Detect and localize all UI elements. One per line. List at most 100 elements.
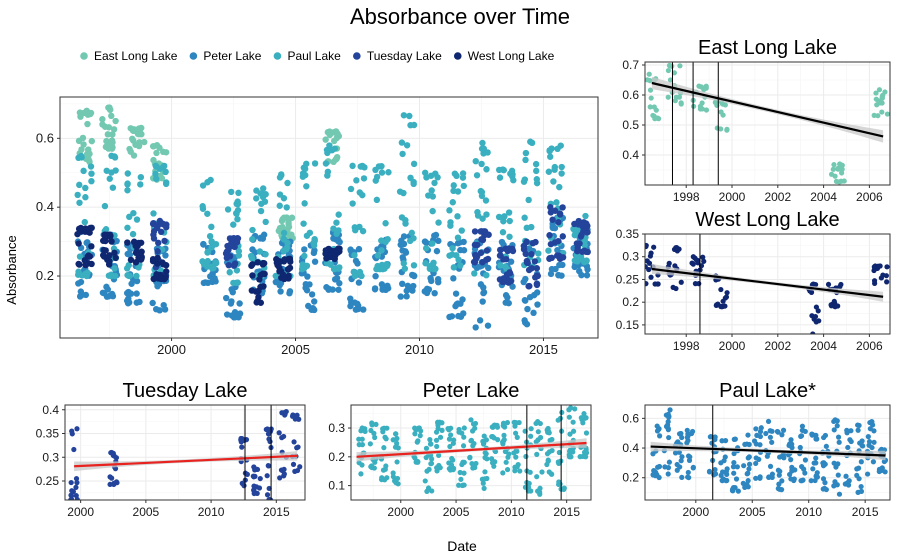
data-point	[765, 418, 772, 425]
data-point	[666, 260, 672, 266]
data-point	[570, 428, 577, 434]
data-point	[433, 429, 440, 435]
data-point	[130, 137, 137, 144]
x-tick-label: 2002	[764, 339, 791, 353]
data-point	[471, 270, 478, 277]
data-point	[666, 62, 673, 69]
data-point	[333, 155, 340, 162]
data-point	[153, 149, 160, 157]
data-point	[583, 430, 590, 436]
data-point	[286, 255, 294, 263]
data-point	[454, 300, 461, 307]
data-point	[157, 275, 165, 283]
data-point	[506, 451, 512, 457]
data-point	[210, 264, 217, 272]
data-point	[359, 442, 366, 448]
data-point	[753, 460, 759, 467]
panel-main: 2000 2005 2010 2015 0.2 0.4 0.6	[36, 96, 599, 357]
x-tick-label: 2000	[682, 505, 709, 519]
data-point	[428, 460, 435, 467]
data-point	[584, 229, 591, 236]
data-point	[813, 455, 819, 461]
y-tick-label: 0.3	[42, 450, 59, 464]
data-point	[285, 220, 292, 228]
data-point	[233, 279, 240, 287]
data-point	[500, 470, 506, 476]
data-point	[690, 465, 696, 471]
data-point	[651, 244, 657, 250]
data-point	[873, 96, 879, 102]
data-point	[448, 251, 456, 258]
data-point	[354, 260, 361, 267]
data-point	[751, 438, 758, 444]
data-point	[409, 287, 416, 294]
data-point	[301, 252, 308, 260]
data-point	[479, 236, 487, 244]
x-tick-label: 1998	[673, 190, 700, 204]
data-point	[481, 228, 489, 235]
data-point	[82, 194, 89, 201]
data-point	[235, 189, 242, 197]
data-point	[393, 431, 399, 437]
data-point	[450, 275, 457, 282]
data-point	[859, 442, 865, 448]
data-point	[324, 168, 332, 176]
data-point	[373, 421, 379, 428]
data-point	[378, 281, 386, 288]
data-point	[101, 123, 109, 130]
data-point	[879, 465, 885, 471]
data-point	[546, 147, 553, 154]
data-point	[292, 468, 298, 474]
data-point	[871, 428, 877, 434]
data-point	[460, 182, 468, 190]
data-point	[875, 263, 881, 269]
data-point	[137, 255, 145, 262]
data-point	[769, 439, 775, 445]
data-point	[480, 441, 487, 447]
data-point	[666, 434, 672, 441]
data-point	[374, 252, 382, 259]
data-point	[843, 473, 849, 479]
data-point	[75, 280, 82, 287]
data-point	[382, 434, 388, 440]
data-point	[481, 485, 487, 491]
data-point	[545, 168, 553, 175]
data-point	[499, 229, 507, 236]
data-point	[459, 461, 465, 468]
data-point	[301, 165, 309, 173]
data-point	[674, 245, 680, 251]
data-point	[454, 188, 462, 195]
data-point	[417, 433, 423, 439]
data-point	[130, 209, 137, 217]
data-point	[234, 200, 242, 208]
data-point	[871, 439, 877, 445]
data-point	[837, 161, 843, 167]
data-point	[129, 127, 137, 134]
data-point	[88, 177, 95, 185]
data-point	[253, 299, 260, 306]
data-point	[333, 247, 341, 254]
data-point	[224, 206, 232, 213]
x-tick-label: 2002	[764, 190, 791, 204]
data-point	[253, 466, 260, 472]
data-point	[696, 83, 702, 89]
data-point	[356, 269, 364, 277]
data-point	[450, 182, 457, 189]
data-point	[812, 281, 819, 288]
data-point	[547, 240, 555, 248]
data-point	[547, 204, 554, 211]
data-point	[302, 171, 309, 179]
data-point	[556, 449, 562, 456]
data-point	[686, 453, 692, 459]
data-point	[685, 431, 691, 437]
data-point	[74, 426, 80, 432]
data-point	[879, 94, 885, 100]
data-point	[281, 471, 287, 477]
data-point	[561, 485, 567, 491]
data-point	[204, 257, 211, 265]
data-point	[494, 424, 501, 430]
y-tick-label: 0.2	[36, 268, 54, 283]
data-point	[150, 231, 157, 238]
data-point	[571, 257, 579, 264]
data-point	[352, 227, 359, 234]
